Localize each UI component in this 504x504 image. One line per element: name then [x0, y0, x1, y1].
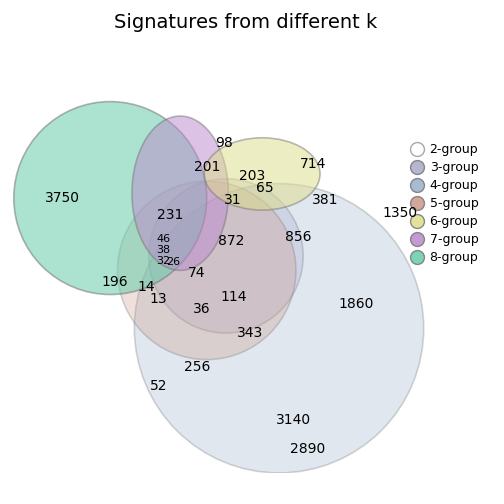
Text: 714: 714 [299, 157, 326, 171]
Text: 3140: 3140 [276, 413, 311, 427]
Text: 872: 872 [218, 234, 244, 248]
Text: 14: 14 [138, 280, 155, 294]
Text: 52: 52 [150, 379, 167, 393]
Ellipse shape [149, 179, 303, 333]
Text: 32: 32 [156, 256, 170, 266]
Ellipse shape [14, 102, 207, 294]
Text: 203: 203 [239, 169, 266, 183]
Text: 98: 98 [215, 136, 232, 150]
Ellipse shape [135, 183, 424, 473]
Text: 2890: 2890 [290, 442, 326, 456]
Text: 343: 343 [237, 326, 263, 340]
Ellipse shape [132, 116, 228, 270]
Text: 74: 74 [188, 266, 206, 280]
Text: 65: 65 [256, 181, 273, 196]
Legend: 2-group, 3-group, 4-group, 5-group, 6-group, 7-group, 8-group: 2-group, 3-group, 4-group, 5-group, 6-gr… [406, 138, 483, 269]
Text: 31: 31 [224, 194, 242, 208]
Text: 1860: 1860 [339, 297, 374, 311]
Text: 13: 13 [150, 292, 167, 306]
Ellipse shape [204, 138, 320, 210]
Text: 36: 36 [193, 302, 211, 316]
Text: 26: 26 [166, 257, 180, 267]
Text: 46: 46 [156, 234, 170, 244]
Text: 3750: 3750 [44, 191, 80, 205]
Text: 38: 38 [156, 245, 170, 255]
Text: 1350: 1350 [382, 206, 417, 220]
Text: 231: 231 [157, 208, 184, 222]
Text: 256: 256 [184, 360, 210, 374]
Text: 196: 196 [102, 276, 129, 289]
Text: 856: 856 [285, 230, 311, 243]
Text: 201: 201 [194, 160, 220, 174]
Ellipse shape [117, 181, 296, 359]
Text: 114: 114 [220, 290, 246, 304]
Title: Signatures from different k: Signatures from different k [114, 13, 377, 32]
Text: 381: 381 [311, 194, 338, 208]
